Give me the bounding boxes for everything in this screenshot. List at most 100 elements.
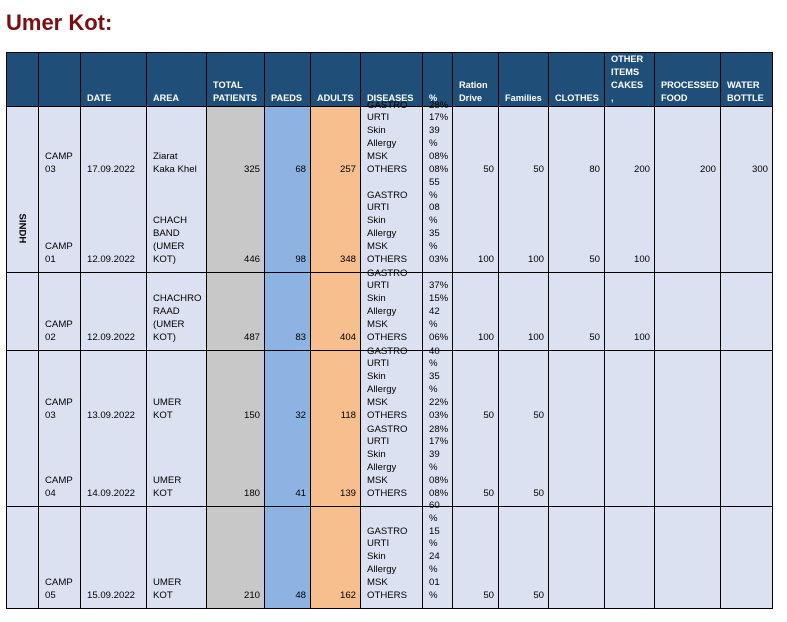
table-cell-bg [452, 506, 499, 609]
table-cell [604, 350, 654, 424]
table-cell: 50 [498, 106, 548, 178]
cell-text: 404 [339, 332, 356, 344]
table-cell: 50 [452, 428, 498, 502]
table-cell: 50 [452, 506, 498, 604]
table-cell-bg [452, 350, 499, 507]
cell-text: Kaka Khel [153, 164, 197, 176]
cell-text: PAEDS [271, 93, 302, 104]
table-cell [548, 428, 604, 502]
cell-text: 08% [429, 164, 449, 176]
table-cell-bg [80, 506, 147, 609]
cell-text: Families [505, 93, 542, 104]
table-cell: 37% 15% 42% 06% [422, 272, 452, 346]
cell-text: URTI [367, 202, 390, 214]
cell-text: Drive [459, 93, 482, 104]
cell-text: PROCESSED [661, 80, 719, 91]
table-cell: 50 [452, 106, 498, 178]
cell-text: CAMP [45, 151, 73, 163]
cell-text: 37% [429, 280, 449, 292]
cell-text: 08 [429, 202, 440, 214]
table-cell-bg [38, 106, 81, 273]
cell-text: % [429, 512, 438, 524]
cell-text: Allergy [367, 564, 397, 576]
table-cell: 32 [264, 350, 310, 424]
table-cell [654, 428, 720, 502]
cell-text: 348 [339, 254, 356, 266]
table-cell: 210 [206, 506, 264, 604]
cell-text: 40 [429, 345, 440, 357]
cell-text: 50 [533, 164, 544, 176]
header-cell-bg [264, 52, 311, 107]
cell-text: 98 [295, 254, 306, 266]
cell-text: 180 [243, 488, 260, 500]
table-cell [6, 506, 38, 604]
table-cell: GASTRO URTI Skin Allergy MSK OTHERS [360, 100, 422, 178]
cell-text: 42 [429, 306, 440, 318]
cell-text: 24 [429, 551, 440, 563]
table-cell: 100 [498, 272, 548, 346]
cell-text: 162 [339, 590, 356, 602]
cell-text: 325 [243, 164, 260, 176]
cell-text: 03 [45, 410, 56, 422]
header-cell [38, 52, 80, 106]
cell-text: BAND [153, 228, 180, 240]
header-cell: TOTAL PATIENTS [206, 52, 264, 106]
table-cell: 60% 15% 24% 01% [422, 500, 452, 604]
cell-text: % [429, 241, 438, 253]
table-cell: 100 [604, 272, 654, 346]
cell-text: CAKES [611, 80, 644, 91]
table-cell: 100 [604, 182, 654, 268]
cell-text: RAAD [153, 306, 180, 318]
cell-text: 22% [429, 397, 449, 409]
header-cell: PAEDS [264, 52, 310, 106]
cell-text: (UMER [153, 319, 185, 331]
cell-text: 100 [633, 254, 650, 266]
cell-text: GASTRO [367, 99, 408, 111]
cell-text: 100 [527, 332, 544, 344]
cell-text: 05 [45, 590, 56, 602]
cell-text: Skin [367, 293, 386, 305]
cell-text: ITEMS [611, 67, 640, 78]
table-cell [654, 506, 720, 604]
table-cell: 50 [498, 506, 548, 604]
header-cell-bg [654, 52, 721, 107]
cell-text: 50 [483, 410, 494, 422]
cell-text: 50 [589, 332, 600, 344]
header-cell: OTHER ITEMS CAKES, [604, 52, 654, 106]
table-cell: 40% 35% 22% 03% [422, 346, 452, 424]
cell-text: 13.09.2022 [87, 410, 136, 422]
cell-text: 139 [339, 488, 356, 500]
table-cell: 14.09.2022 [80, 428, 146, 502]
cell-text: 68 [295, 164, 306, 176]
table-cell: CHACHRO RAAD (UMER KOT) [146, 272, 206, 346]
table-cell-bg [6, 272, 39, 351]
cell-text: Allergy [367, 462, 397, 474]
cell-text: 50 [483, 590, 494, 602]
cell-text: 100 [477, 254, 494, 266]
table-cell: 50 [548, 182, 604, 268]
table-cell-bg [360, 506, 423, 609]
cell-text: 04 [45, 488, 56, 500]
table-cell: CAMP 03 [38, 350, 80, 424]
cell-text: 257 [339, 164, 356, 176]
cell-text: MSK [367, 475, 388, 487]
table-cell: GASTRO URTI Skin Allergy MSK OTHERS [360, 424, 422, 502]
table-cell: UMER KOT [146, 350, 206, 424]
table-cell-bg [310, 106, 361, 273]
cell-text: URTI [367, 280, 390, 292]
cell-text: CHACH [153, 215, 188, 227]
table-cell: 15.09.2022 [80, 506, 146, 604]
cell-text: KOT [153, 590, 173, 602]
table-cell-bg [720, 350, 773, 507]
table-cell: 257 [310, 106, 360, 178]
cell-text: % [429, 93, 438, 104]
header-cell-bg [720, 52, 773, 107]
cell-text: 50 [483, 164, 494, 176]
table-cell: CAMP 03 [38, 106, 80, 178]
cell-text: 15% [429, 293, 449, 305]
table-cell: 12.09.2022 [80, 182, 146, 268]
table-cell: 180 [206, 428, 264, 502]
cell-text: KOT [153, 410, 173, 422]
table-cell-bg [422, 506, 453, 609]
cell-text: 01 [45, 254, 56, 266]
